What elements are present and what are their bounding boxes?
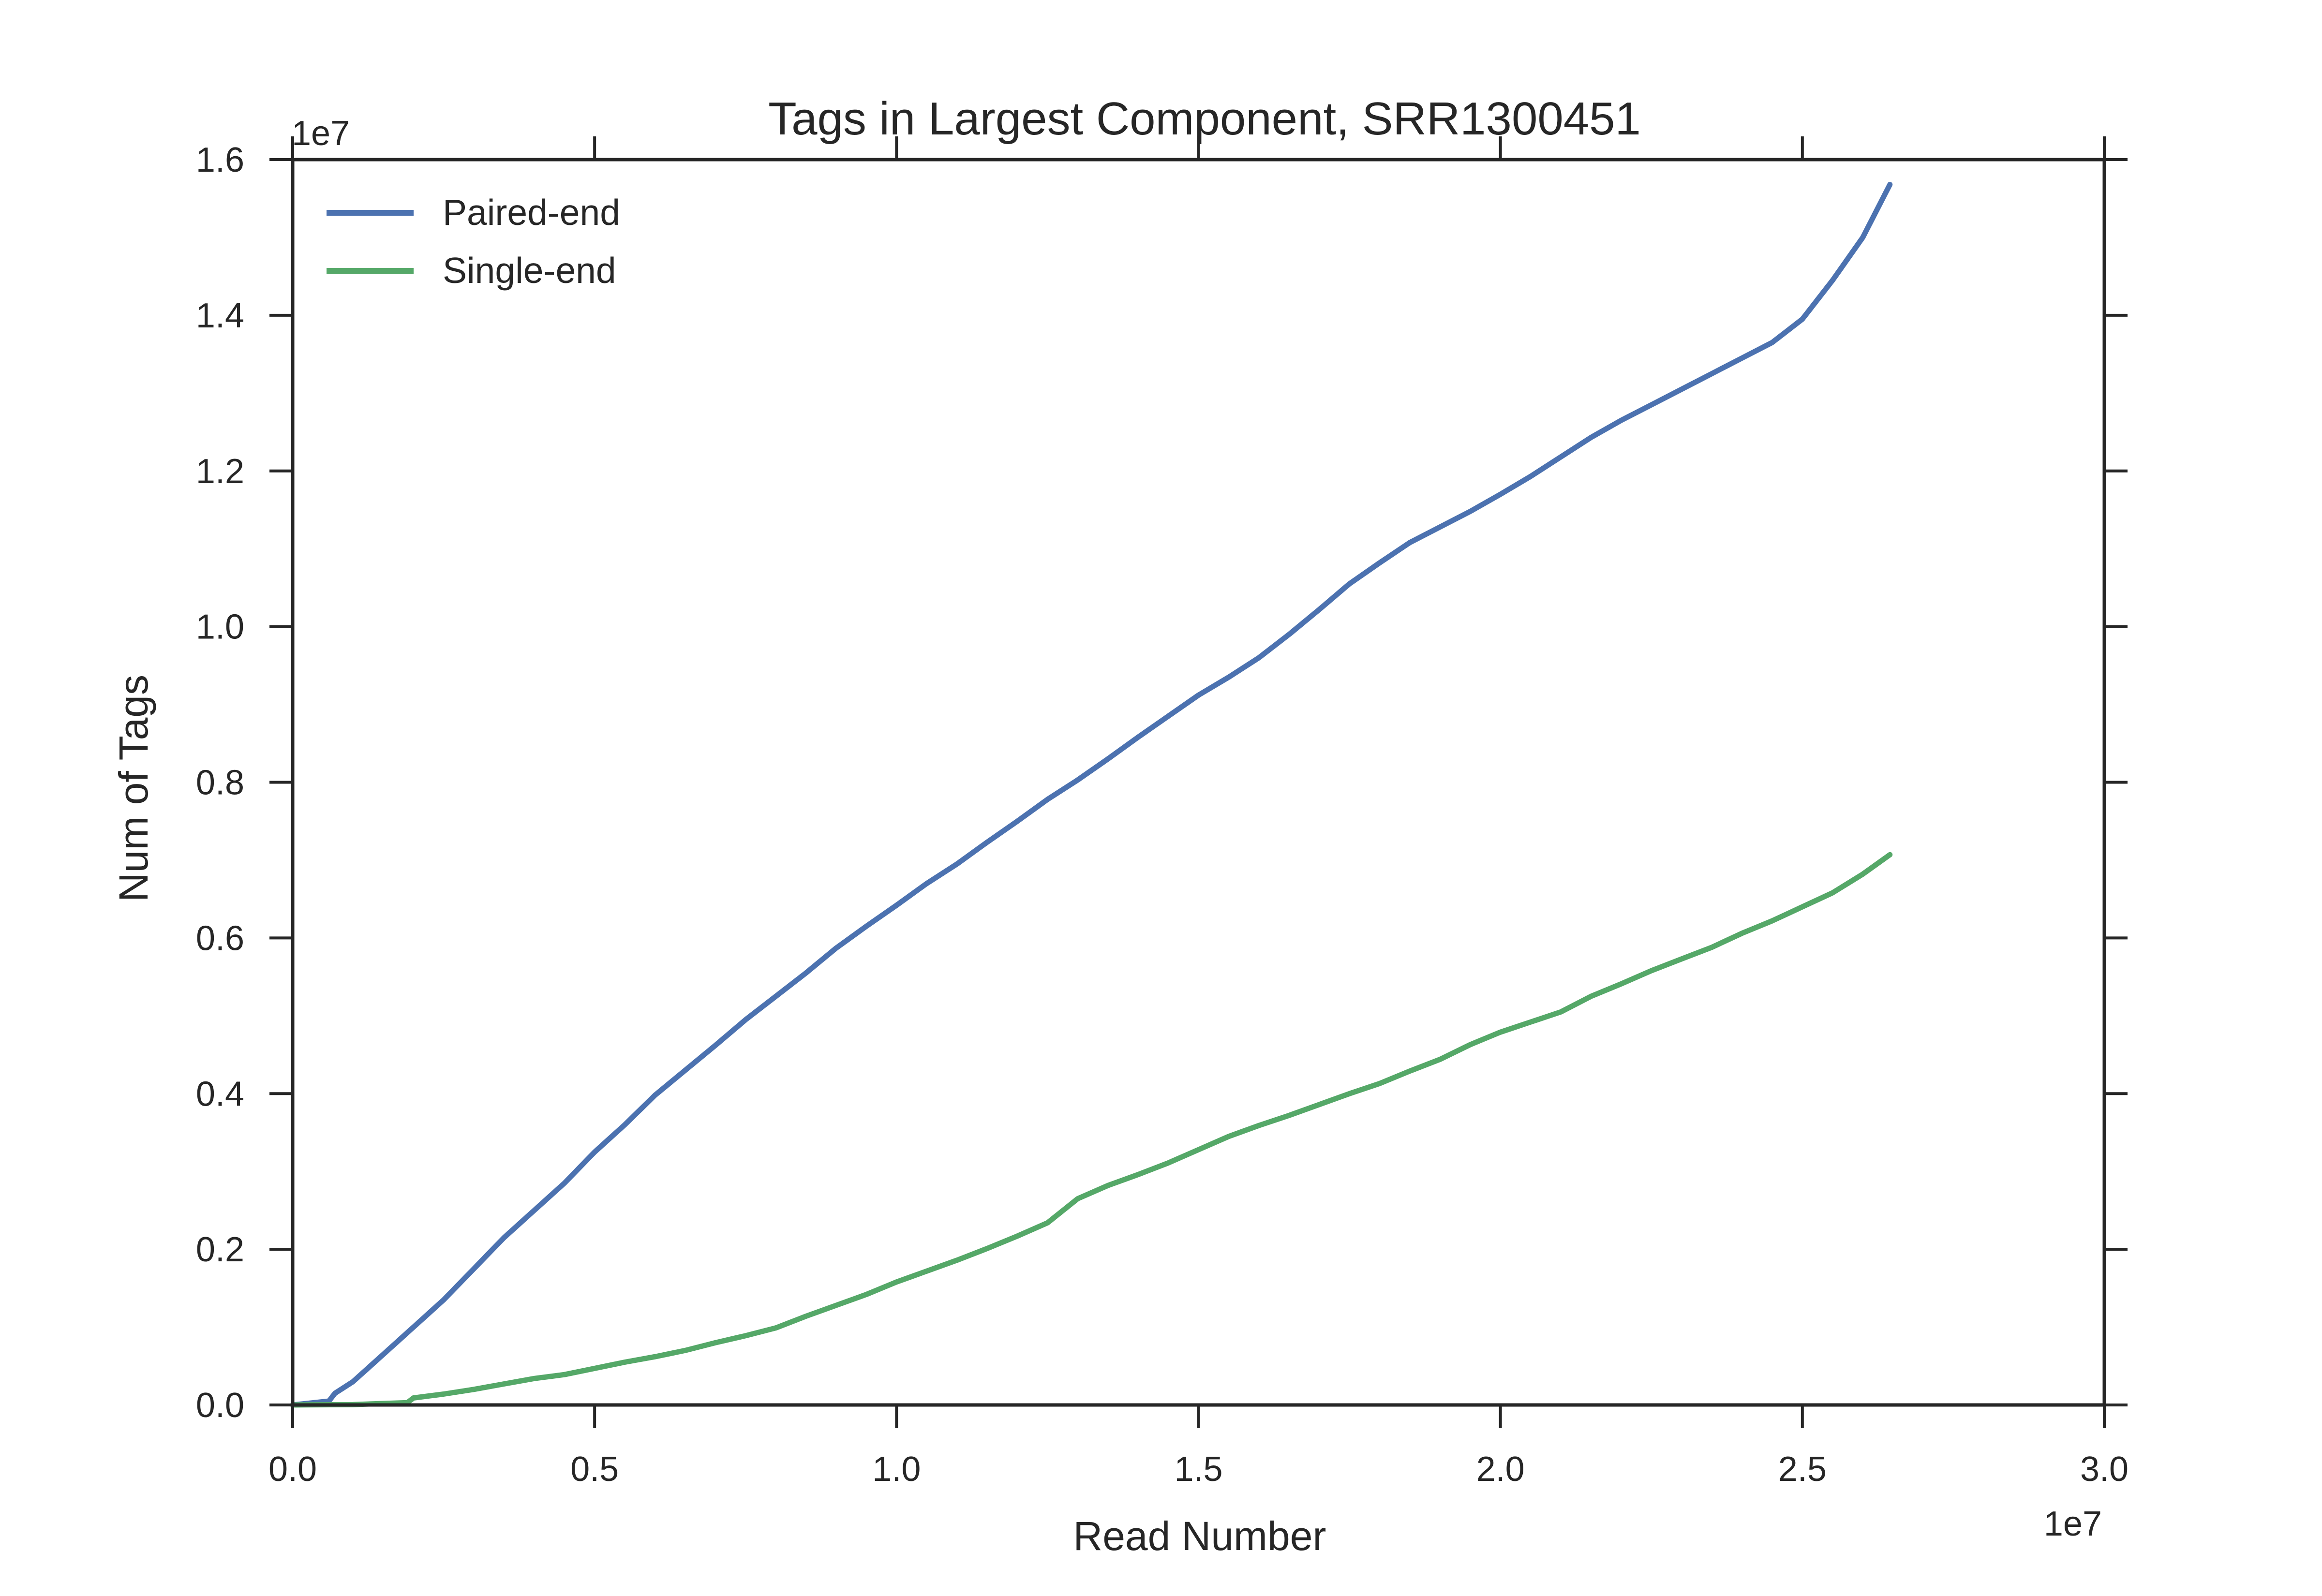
y-tick-label: 1.2 [196,452,244,491]
x-tick-label: 1.5 [1174,1450,1222,1489]
plot-lines [290,182,1893,1408]
y-axis-label: Num of Tags [111,675,156,902]
x-axis-label: Read Number [1073,1513,1326,1559]
y-tick-label: 1.0 [196,608,244,647]
legend-label-single-end: Single-end [443,250,616,291]
y-tick-label: 1.4 [196,296,244,335]
y-tick-label: 1.6 [196,141,244,179]
y-offset-label: 1e7 [292,114,350,153]
series-line-paired-end [290,182,1893,1408]
axes-ticks [269,136,2128,1428]
x-tick-label: 2.5 [1778,1450,1827,1489]
y-tick-label: 0.2 [196,1230,244,1269]
x-tick-label: 2.0 [1476,1450,1525,1489]
y-tick-label: 0.6 [196,919,244,958]
x-tick-label: 3.0 [2080,1450,2128,1489]
series-line-single-end [290,852,1893,1408]
tick-labels: 0.0 0.5 1.0 1.5 2.0 2.5 3.0 0.0 0.2 0.4 0.6 0.8 1.0 1… [196,141,2128,1489]
chart-title: Tags in Largest Component, SRR1300451 [768,93,1641,145]
legend: Paired-end Single-end [327,192,620,291]
x-offset-label: 1e7 [2044,1505,2102,1543]
y-tick-label: 0.4 [196,1075,244,1113]
plot-frame [291,158,2106,1407]
x-tick-label: 0.5 [570,1450,619,1489]
x-tick-label: 0.0 [268,1450,317,1489]
legend-label-paired-end: Paired-end [443,192,620,233]
y-tick-label: 0.0 [196,1386,244,1425]
y-tick-label: 0.8 [196,764,244,802]
x-tick-label: 1.0 [872,1450,921,1489]
